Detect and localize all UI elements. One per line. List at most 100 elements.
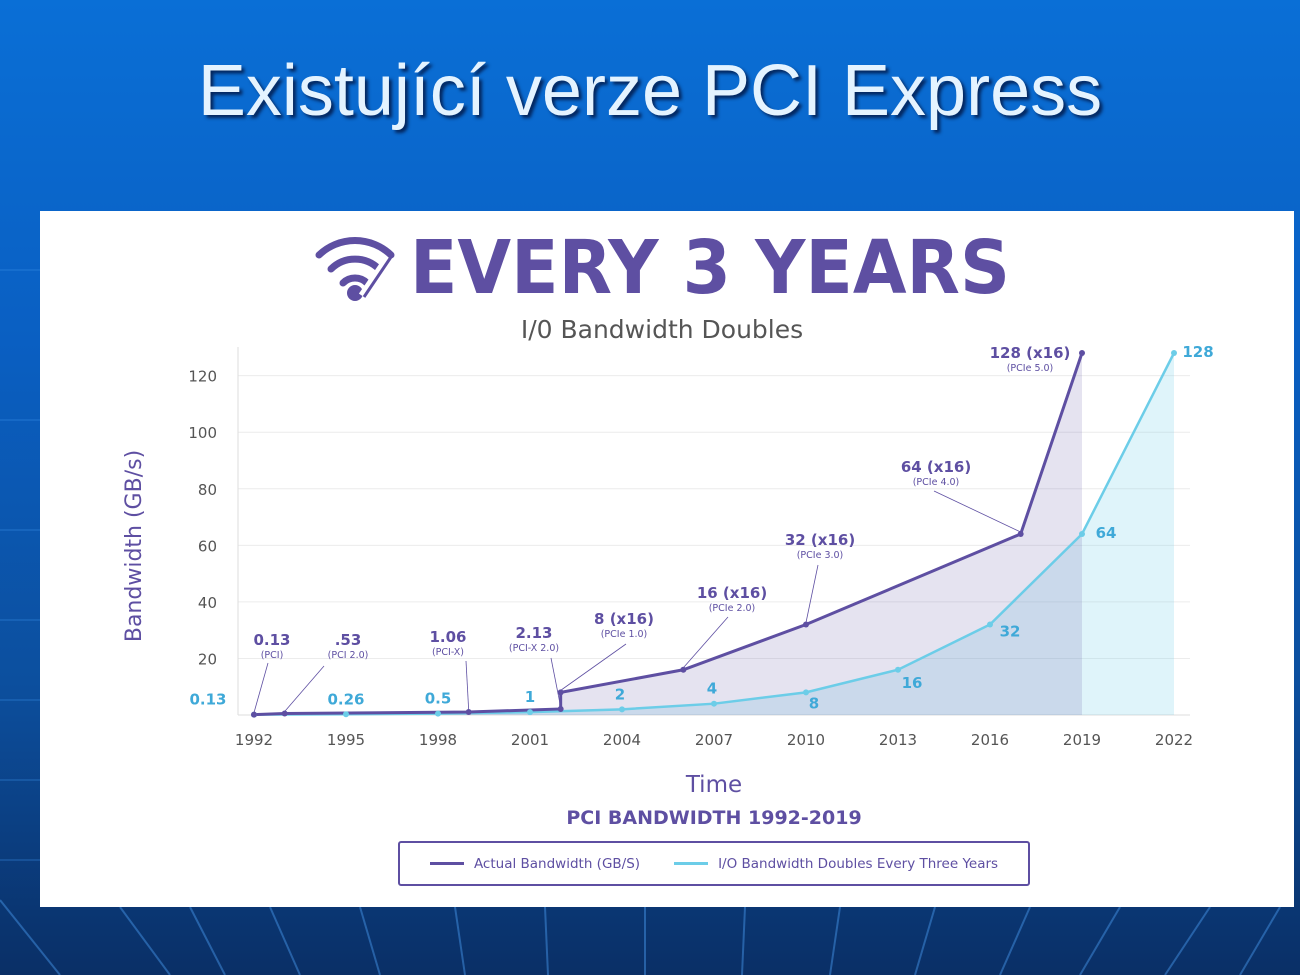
doubling-point <box>435 710 441 717</box>
x-tick-label: 2019 <box>1063 731 1101 749</box>
actual-annotation: 0.13(PCI) <box>253 631 291 713</box>
actual-point <box>557 689 564 696</box>
annotation-value: 64 (x16) <box>901 458 971 476</box>
wifi-icon <box>315 237 395 301</box>
doubling-point <box>343 711 349 718</box>
x-tick-label: 2022 <box>1155 731 1193 749</box>
x-tick-label: 1998 <box>419 731 457 749</box>
doubling-value-label: 128 <box>1182 343 1213 361</box>
headline: EVERY 3 YEARS <box>410 225 1010 311</box>
actual-point <box>465 709 472 716</box>
x-tick-label: 1995 <box>327 731 365 749</box>
x-tick-label: 2016 <box>971 731 1009 749</box>
doubling-value-label: 64 <box>1096 524 1117 542</box>
annotation-version: (PCIe 1.0) <box>601 629 648 640</box>
actual-point <box>1017 531 1024 537</box>
actual-point <box>557 705 564 712</box>
actual-annotation: .53(PCI 2.0) <box>284 631 369 712</box>
y-tick-label: 40 <box>198 594 217 612</box>
annotation-version: (PCIe 4.0) <box>913 477 960 488</box>
actual-point <box>803 621 809 628</box>
x-axis-label: Time <box>685 772 742 798</box>
annotation-value: 0.13 <box>253 631 290 649</box>
annotation-version: (PCIe 3.0) <box>797 550 844 561</box>
x-tick-label: 1992 <box>235 731 273 749</box>
actual-annotation: 1.06(PCI-X) <box>429 628 470 711</box>
annotation-version: (PCI-X 2.0) <box>509 643 559 654</box>
annotation-leader <box>683 616 729 669</box>
chart-subtitle: I/0 Bandwidth Doubles <box>521 315 803 344</box>
doubling-point <box>527 709 533 716</box>
annotation-leader <box>805 564 819 623</box>
annotation-version: (PCI) <box>261 650 284 661</box>
doubling-value-label: 1 <box>525 688 535 706</box>
actual-annotation: 2.13(PCI-X 2.0) <box>509 624 562 708</box>
annotation-leader <box>465 660 470 711</box>
legend-item-actual: Actual Bandwidth (GB/S) <box>429 855 641 872</box>
y-axis-label: Bandwidth (GB/s) <box>122 450 147 642</box>
annotation-value: .53 <box>335 631 362 649</box>
x-tick-label: 2013 <box>879 731 917 749</box>
doubling-point <box>1171 350 1177 356</box>
actual-area <box>254 353 1082 715</box>
y-tick-label: 60 <box>198 537 217 555</box>
legend-item-doubling: I/O Bandwidth Doubles Every Three Years <box>674 856 998 872</box>
y-tick-label: 80 <box>198 481 217 499</box>
actual-point <box>1079 350 1085 356</box>
doubling-value-label: 32 <box>1000 623 1021 641</box>
legend: Actual Bandwidth (GB/S) I/O Bandwidth Do… <box>398 841 1030 886</box>
annotation-version: (PCI 2.0) <box>328 650 369 661</box>
legend-label-actual: Actual Bandwidth (GB/S) <box>473 855 641 872</box>
actual-point <box>251 711 257 718</box>
y-tick-label: 120 <box>188 368 217 386</box>
actual-annotation: 32 (x16)(PCIe 3.0) <box>785 531 855 623</box>
annotation-leader <box>560 643 627 691</box>
annotation-leader <box>284 665 325 712</box>
actual-point <box>281 710 288 717</box>
doubling-value-label: 0.26 <box>327 690 364 708</box>
y-tick-label: 100 <box>188 424 217 442</box>
annotation-value: 8 (x16) <box>594 610 654 628</box>
doubling-point <box>895 666 901 673</box>
x-tick-label: 2007 <box>695 731 733 749</box>
actual-annotation: 16 (x16)(PCIe 2.0) <box>683 584 767 669</box>
bandwidth-chart: EVERY 3 YEARS I/0 Bandwidth Doubles 0.13… <box>122 225 1214 829</box>
actual-point <box>680 666 687 673</box>
annotation-leader <box>550 657 562 708</box>
annotation-value: 1.06 <box>429 628 466 646</box>
annotation-version: (PCIe 2.0) <box>709 603 756 614</box>
legend-swatch-doubling <box>674 862 709 865</box>
annotation-value: 128 (x16) <box>990 344 1071 362</box>
annotation-leader <box>253 662 269 713</box>
legend-label-doubling: I/O Bandwidth Doubles Every Three Years <box>718 855 999 872</box>
doubling-area <box>254 353 1174 715</box>
doubling-value-label: 16 <box>902 674 923 692</box>
annotation-value: 16 (x16) <box>697 584 767 602</box>
actual-annotation: 8 (x16)(PCIe 1.0) <box>560 610 654 691</box>
annotation-version: (PCI-X) <box>432 647 464 658</box>
doubling-value-label: 4 <box>707 680 717 698</box>
doubling-point <box>987 621 993 628</box>
doubling-value-label: 2 <box>615 685 625 703</box>
annotation-leader <box>933 490 1021 533</box>
doubling-point <box>711 700 717 707</box>
annotation-value: 32 (x16) <box>785 531 855 549</box>
doubling-point <box>619 706 625 713</box>
x-tick-label: 2001 <box>511 731 549 749</box>
legend-swatch-actual <box>429 862 464 865</box>
actual-annotation: 128 (x16)(PCIe 5.0) <box>990 344 1071 374</box>
x-tick-label: 2004 <box>603 731 641 749</box>
slide-title: Existující verze PCI Express <box>197 51 1103 131</box>
y-tick-label: 20 <box>198 650 217 668</box>
doubling-value-label: 0.5 <box>425 690 452 708</box>
doubling-point <box>803 689 809 696</box>
doubling-value-label: 8 <box>809 694 819 712</box>
annotation-version: (PCIe 5.0) <box>1007 363 1054 374</box>
doubling-value-label: 0.13 <box>189 691 226 709</box>
infographic-panel: EVERY 3 YEARS I/0 Bandwidth Doubles 0.13… <box>40 211 1294 907</box>
chart-caption: PCI BANDWIDTH 1992-2019 <box>566 807 861 829</box>
x-tick-label: 2010 <box>787 731 825 749</box>
annotation-value: 2.13 <box>515 624 552 642</box>
doubling-point <box>1079 531 1085 537</box>
